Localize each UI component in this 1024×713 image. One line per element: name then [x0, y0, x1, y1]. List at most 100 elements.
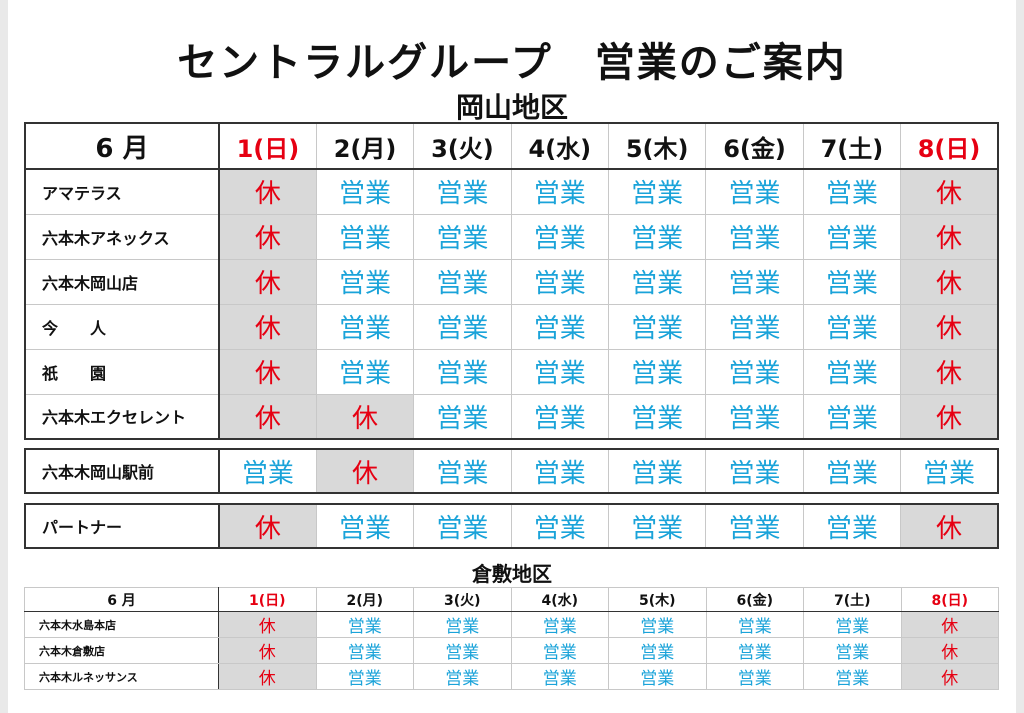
open-status-cell: 営業 — [413, 168, 512, 215]
open-status-cell: 営業 — [802, 348, 902, 395]
partner-body: パートナー休営業 営業 営業 営業 営業 営業休 — [24, 503, 999, 549]
open-status-cell: 営業 — [413, 663, 512, 690]
open-status-cell: 営業 — [510, 168, 610, 215]
open-status-cell: 営業 — [413, 503, 512, 549]
open-status-cell: 営業 — [705, 611, 804, 638]
closed-status-cell: 休 — [218, 303, 317, 350]
open-status-cell: 営業 — [705, 663, 804, 690]
open-status-cell: 営業 — [413, 637, 512, 664]
table-row: 六本木岡山駅前 営業休営業 営業 営業 営業 営業 営業 — [24, 448, 999, 494]
closed-status-cell: 休 — [218, 168, 317, 215]
store-name: アマテラス — [24, 168, 220, 215]
open-status-cell: 営業 — [802, 503, 902, 549]
closed-status-cell: 休 — [900, 213, 999, 260]
day-header: 4(水) — [510, 587, 609, 612]
closed-status-cell: 休 — [900, 503, 999, 549]
open-status-cell: 営業 — [607, 303, 707, 350]
open-status-cell: 営業 — [315, 303, 415, 350]
closed-status-cell: 休 — [900, 168, 999, 215]
open-status-cell: 営業 — [900, 448, 999, 494]
open-status-cell: 営業 — [510, 393, 610, 440]
closed-status-cell: 休 — [218, 393, 317, 440]
day-header: 7(土) — [802, 122, 902, 170]
open-status-cell: 営業 — [705, 637, 804, 664]
table-row: アマテラス休営業 営業 営業 営業 営業 営業休 — [24, 168, 999, 215]
day-header: 8(日) — [900, 122, 999, 170]
kurashiki-schedule-body: 6 月 1(日) 2(月) 3(火) 4(水) 5(木) 6(金) 7(土) 8(日) 六本木水島… — [24, 587, 999, 690]
header-row: 6 月 1(日) 2(月) 3(火) 4(水) 5(木) 6(金) 7(土) 8(日) — [24, 587, 999, 612]
closed-status-cell: 休 — [900, 258, 999, 305]
left-border — [0, 0, 8, 713]
day-header: 2(月) — [315, 122, 415, 170]
day-header: 7(土) — [803, 587, 902, 612]
okayama-schedule-table: 6 月 1(日) 2(月) 3(火) 4(水) 5(木) 6(金) 7(土) 8(日) アマテラス… — [24, 122, 999, 440]
closed-status-cell: 休 — [900, 348, 999, 395]
partner-table: パートナー休営業 営業 営業 営業 営業 営業休 — [24, 503, 999, 549]
open-status-cell: 営業 — [607, 213, 707, 260]
table-row: 六本木ルネッサンス休営業 営業 営業 営業 営業 営業休 — [24, 663, 999, 690]
open-status-cell: 営業 — [802, 303, 902, 350]
store-name: 六本木ルネッサンス — [24, 663, 219, 690]
day-header: 4(水) — [510, 122, 610, 170]
open-status-cell: 営業 — [802, 213, 902, 260]
open-status-cell: 営業 — [607, 348, 707, 395]
closed-status-cell: 休 — [218, 258, 317, 305]
open-status-cell: 営業 — [607, 258, 707, 305]
open-status-cell: 営業 — [510, 663, 609, 690]
kurashiki-schedule-table: 6 月 1(日) 2(月) 3(火) 4(水) 5(木) 6(金) 7(土) 8(日) 六本木水島… — [24, 587, 999, 690]
store-name: 今 人 — [24, 303, 220, 350]
day-header: 6(金) — [705, 587, 804, 612]
open-status-cell: 営業 — [607, 168, 707, 215]
day-header: 5(木) — [607, 122, 707, 170]
open-status-cell: 営業 — [315, 168, 415, 215]
header-row: 6 月 1(日) 2(月) 3(火) 4(水) 5(木) 6(金) 7(土) 8(日) — [24, 122, 999, 170]
open-status-cell: 営業 — [510, 213, 610, 260]
open-status-cell: 営業 — [510, 303, 610, 350]
closed-status-cell: 休 — [218, 503, 317, 549]
open-status-cell: 営業 — [607, 448, 707, 494]
open-status-cell: 営業 — [413, 448, 512, 494]
open-status-cell: 営業 — [413, 303, 512, 350]
table-row: 祇 園休営業 営業 営業 営業 営業 営業休 — [24, 348, 999, 395]
okayama-station-body: 六本木岡山駅前 営業休営業 営業 営業 営業 営業 営業 — [24, 448, 999, 494]
open-status-cell: 営業 — [608, 663, 707, 690]
table-row: 六本木エクセレント休休営業 営業 営業 営業 営業休 — [24, 393, 999, 440]
open-status-cell: 営業 — [315, 348, 415, 395]
open-status-cell: 営業 — [705, 348, 804, 395]
closed-status-cell: 休 — [218, 663, 317, 690]
store-name: 六本木岡山駅前 — [24, 448, 220, 494]
day-header: 1(日) — [218, 587, 317, 612]
open-status-cell: 営業 — [510, 503, 610, 549]
day-header: 6(金) — [705, 122, 804, 170]
month-header: 6 月 — [24, 587, 219, 612]
open-status-cell: 営業 — [802, 393, 902, 440]
store-name: 六本木岡山店 — [24, 258, 220, 305]
store-name: 六本木水島本店 — [24, 611, 219, 638]
closed-status-cell: 休 — [315, 393, 415, 440]
open-status-cell: 営業 — [510, 637, 609, 664]
open-status-cell: 営業 — [705, 303, 804, 350]
store-name: 六本木エクセレント — [24, 393, 220, 440]
kurashiki-region-heading: 倉敷地区 — [472, 562, 552, 586]
open-status-cell: 営業 — [413, 258, 512, 305]
open-status-cell: 営業 — [802, 258, 902, 305]
open-status-cell: 営業 — [802, 448, 902, 494]
closed-status-cell: 休 — [218, 637, 317, 664]
okayama-station-table: 六本木岡山駅前 営業休営業 営業 営業 営業 営業 営業 — [24, 448, 999, 494]
open-status-cell: 営業 — [802, 168, 902, 215]
open-status-cell: 営業 — [705, 448, 804, 494]
open-status-cell: 営業 — [510, 348, 610, 395]
closed-status-cell: 休 — [900, 611, 999, 638]
page-title: セントラルグループ 営業のご案内 — [177, 39, 847, 86]
open-status-cell: 営業 — [608, 637, 707, 664]
open-status-cell: 営業 — [413, 348, 512, 395]
open-status-cell: 営業 — [705, 393, 804, 440]
store-name: パートナー — [24, 503, 220, 549]
open-status-cell: 営業 — [315, 213, 415, 260]
closed-status-cell: 休 — [900, 637, 999, 664]
open-status-cell: 営業 — [413, 213, 512, 260]
open-status-cell: 営業 — [705, 503, 804, 549]
day-header: 2(月) — [315, 587, 414, 612]
open-status-cell: 営業 — [413, 393, 512, 440]
open-status-cell: 営業 — [803, 611, 902, 638]
